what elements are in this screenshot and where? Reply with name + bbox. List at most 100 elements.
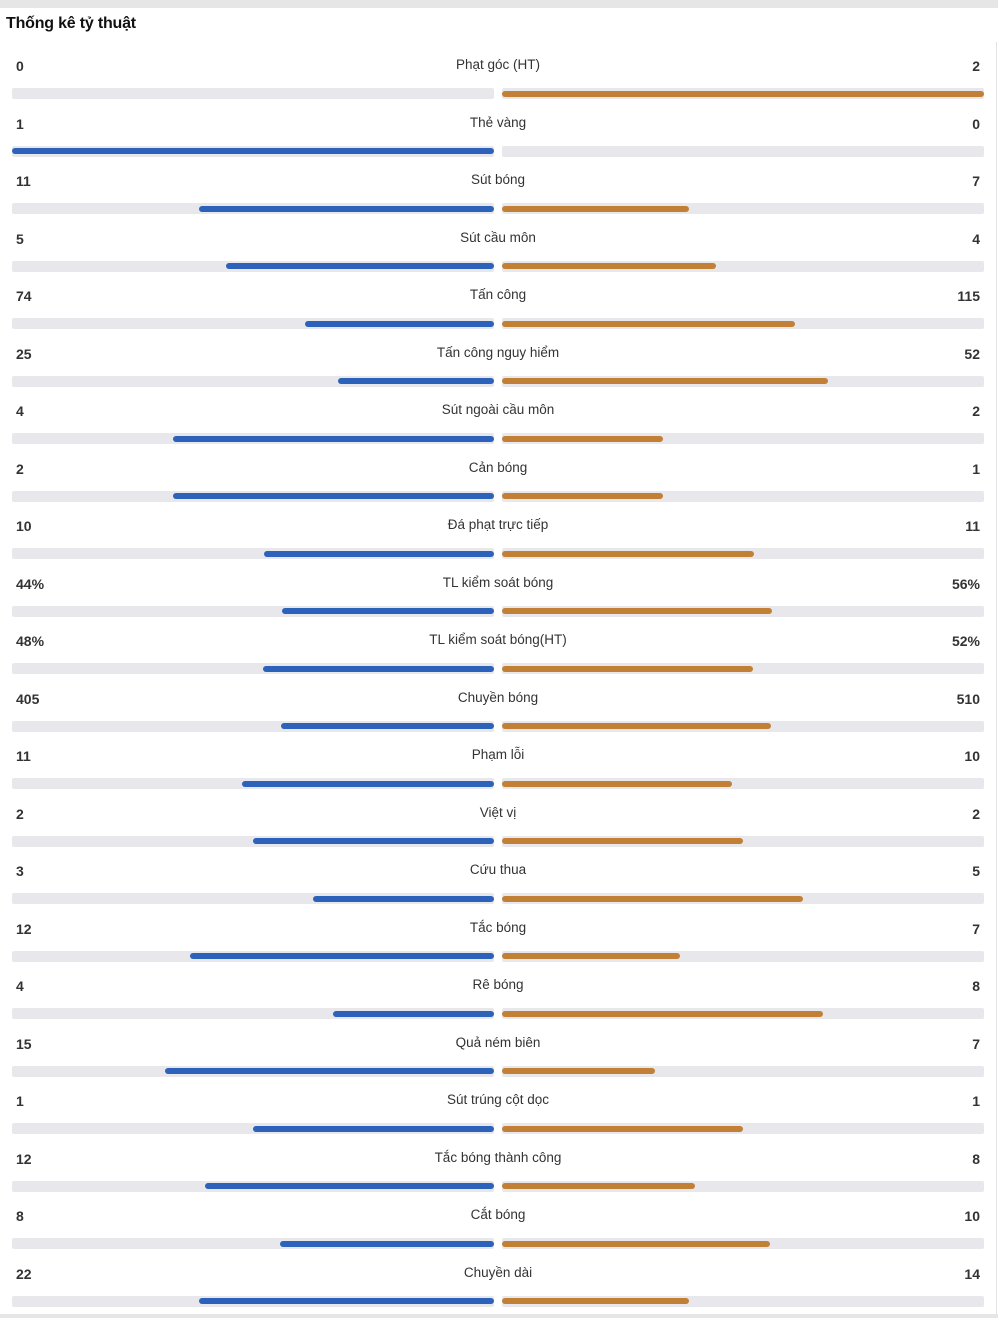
stat-label: Sút ngoài cầu môn [441, 402, 555, 417]
stat-row: 8 Cắt bóng 10 [0, 1200, 998, 1258]
home-bar-track [12, 1008, 494, 1019]
away-bar-track [502, 720, 984, 732]
away-bar-fill [502, 1068, 656, 1074]
away-value: 115 [957, 288, 980, 304]
stat-row: 0 Phạt góc (HT) 2 [0, 50, 998, 108]
away-value: 8 [972, 978, 980, 994]
away-bar-fill [502, 1183, 695, 1189]
away-bar-fill [502, 205, 690, 212]
home-bar-track [12, 548, 494, 559]
away-value: 2 [972, 403, 980, 419]
stat-label: Tấn công nguy hiểm [436, 344, 560, 360]
home-value: 74 [16, 288, 32, 304]
away-bar-fill [502, 435, 663, 442]
stat-label: TL kiểm soát bóng [442, 574, 554, 590]
home-bar-track [12, 260, 494, 272]
stat-label: Chuyền bóng [457, 689, 539, 705]
away-value: 7 [972, 1035, 980, 1052]
home-value: 1 [16, 115, 24, 132]
stat-label: Thẻ vàng [469, 114, 527, 130]
home-bar-track [12, 663, 494, 674]
home-value: 5 [16, 230, 24, 247]
away-bar-fill [502, 263, 717, 269]
away-bar-track [502, 375, 984, 387]
away-bar-fill [502, 723, 771, 729]
away-bar-track [502, 490, 984, 502]
stat-label: Chuyền dài [463, 1264, 533, 1280]
home-bar-fill [253, 1125, 494, 1132]
stat-row: 5 Sút cầu môn 4 [0, 223, 998, 281]
home-value: 8 [16, 1208, 24, 1224]
away-bar-fill [502, 895, 804, 902]
away-bar-fill [502, 493, 663, 499]
stat-label: Phạt góc (HT) [455, 57, 541, 72]
home-bar-track [12, 720, 494, 732]
home-bar-track [12, 605, 494, 617]
away-bar-track [502, 433, 984, 444]
home-bar-fill [189, 953, 494, 959]
stat-row: 11 Sút bóng 7 [0, 165, 998, 223]
away-bar-fill [502, 838, 743, 844]
home-value: 15 [16, 1035, 32, 1052]
stat-row: 11 Phạm lỗi 10 [0, 740, 998, 798]
away-value: 52% [951, 633, 980, 649]
away-bar-fill [502, 608, 772, 614]
home-bar-track [12, 950, 494, 962]
away-bar-track [502, 1008, 984, 1019]
stat-label: Quả ném biên [455, 1034, 541, 1050]
away-bar-track [502, 1238, 984, 1249]
home-bar-track [12, 893, 494, 904]
stat-row: 2 Cản bóng 1 [0, 453, 998, 511]
stat-label: Sút bóng [470, 172, 526, 187]
away-bar-fill [502, 665, 753, 672]
away-bar-track [502, 318, 984, 329]
home-bar-track [12, 1238, 494, 1249]
home-value: 1 [16, 1093, 24, 1109]
home-value: 3 [16, 863, 24, 879]
stat-label: Sút trúng cột dọc [446, 1092, 550, 1107]
home-bar-fill [337, 378, 494, 384]
stat-label: Cắt bóng [470, 1207, 526, 1222]
home-value: 4 [16, 978, 24, 994]
bottom-divider [0, 1314, 998, 1318]
away-bar-track [502, 778, 984, 789]
away-value: 52 [964, 345, 980, 362]
home-value: 2 [16, 460, 24, 477]
away-bar-track [502, 835, 984, 847]
away-bar-track [502, 893, 984, 904]
away-value: 10 [964, 1208, 980, 1224]
stat-label: TL kiểm soát bóng(HT) [429, 632, 567, 647]
stat-label: Sút cầu môn [460, 229, 536, 245]
home-bar-track [12, 88, 494, 99]
stat-row: 4 Rê bóng 8 [0, 970, 998, 1028]
stat-label: Cứu thua [469, 862, 527, 877]
home-value: 2 [16, 805, 24, 822]
home-value: 0 [16, 58, 24, 74]
stats-list: 0 Phạt góc (HT) 2 1 Thẻ vàng 0 11 Sút bó… [0, 50, 998, 1315]
away-bar-track [502, 950, 984, 962]
stat-row: 22 Chuyền dài 14 [0, 1258, 998, 1316]
home-bar-fill [172, 493, 494, 499]
away-bar-fill [502, 1240, 770, 1247]
away-bar-track [502, 605, 984, 617]
home-bar-fill [204, 1183, 494, 1189]
away-bar-fill [502, 953, 680, 959]
away-bar-fill [502, 378, 828, 384]
top-divider [0, 0, 998, 8]
home-bar-fill [199, 1298, 494, 1304]
away-bar-fill [502, 1125, 743, 1132]
section-title: Thống kê tỷ thuật [6, 15, 136, 32]
away-bar-track [502, 145, 984, 157]
stat-label: Cản bóng [468, 459, 528, 475]
away-bar-track [502, 260, 984, 272]
home-bar-track [12, 778, 494, 789]
home-value: 11 [16, 173, 31, 189]
home-bar-track [12, 1295, 494, 1307]
stat-label: Việt vị [479, 804, 517, 820]
stat-label: Phạm lỗi [471, 747, 525, 762]
away-bar-track [502, 1180, 984, 1192]
home-bar-fill [305, 320, 494, 327]
away-bar-track [502, 88, 984, 99]
away-value: 4 [972, 230, 980, 247]
home-bar-track [12, 1123, 494, 1134]
